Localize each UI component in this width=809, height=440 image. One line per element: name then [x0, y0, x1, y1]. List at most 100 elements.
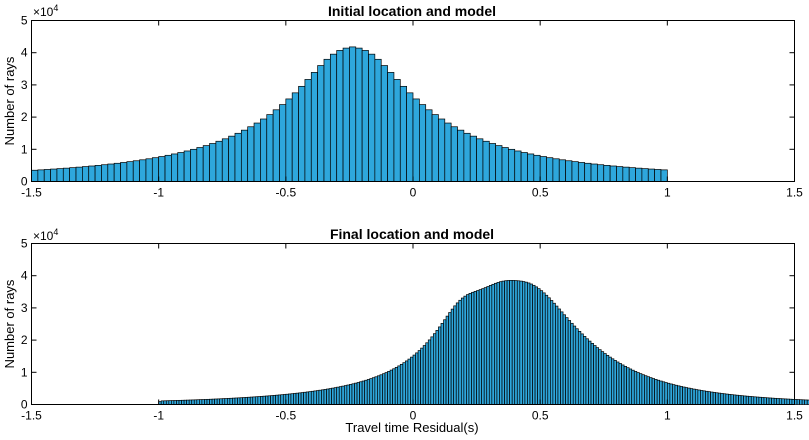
histogram-bar: [359, 381, 363, 405]
histogram-bar: [387, 72, 395, 182]
histogram-bar: [338, 386, 343, 405]
histogram-bar: [216, 398, 221, 405]
histogram-bar: [773, 397, 778, 405]
histogram-bar: [310, 390, 315, 405]
histogram-bar: [506, 280, 510, 405]
histogram-bar: [453, 305, 457, 405]
histogram-bar: [377, 375, 381, 405]
histogram-bar: [257, 396, 261, 405]
histogram-bar: [712, 392, 716, 405]
histogram-bar: [431, 114, 439, 182]
y-tick-label: 2: [21, 110, 28, 124]
histogram-bar: [229, 397, 233, 405]
histogram-bar: [410, 356, 414, 405]
histogram-bar: [303, 391, 307, 405]
histogram-bar: [419, 104, 427, 182]
histogram-bar: [427, 339, 432, 405]
histogram-bar: [425, 342, 429, 405]
histogram-bar: [633, 371, 638, 405]
histogram-bar: [491, 283, 495, 405]
histogram-bar: [328, 388, 332, 405]
histogram-bar: [305, 391, 310, 405]
histogram-bar: [336, 50, 344, 182]
histogram-bar: [193, 399, 198, 405]
histogram-bar: [781, 398, 785, 405]
histogram-bar: [397, 365, 401, 405]
histogram-bar: [37, 169, 45, 182]
histogram-bar: [62, 167, 71, 182]
histogram-bar: [412, 354, 416, 405]
x-tick-label: 0.5: [532, 186, 549, 200]
histogram-bar: [329, 53, 338, 182]
histogram-bar: [374, 58, 382, 182]
histogram-bar: [722, 393, 727, 405]
histogram-bar: [341, 385, 345, 405]
histogram-bar: [778, 398, 783, 405]
histogram-bar: [496, 282, 500, 405]
histogram-bar: [190, 148, 198, 182]
histogram-bar: [631, 369, 635, 405]
y-tick-label: 5: [21, 14, 28, 28]
histogram-bar: [669, 383, 673, 405]
x-tick-label: 1: [664, 186, 671, 200]
histogram-bar: [588, 340, 592, 405]
histogram-bar: [728, 394, 732, 405]
y-tick-label: 0: [21, 398, 28, 412]
histogram-bar: [260, 396, 264, 405]
histogram-bar: [628, 167, 636, 182]
histogram-bar: [585, 338, 589, 405]
histogram-bar: [558, 159, 566, 182]
y-axis-label: Number of rays: [2, 279, 17, 368]
histogram-bar: [616, 361, 620, 405]
histogram-bar: [266, 114, 274, 182]
histogram-bar: [565, 317, 569, 405]
histogram-bar: [422, 345, 427, 405]
histogram-bar: [430, 336, 434, 405]
histogram-bar: [628, 368, 633, 405]
histogram-bar: [443, 319, 447, 405]
histogram-bar: [75, 166, 83, 182]
histogram-bar: [406, 92, 414, 182]
bar-series: [31, 46, 668, 182]
histogram-bar: [608, 356, 612, 405]
histogram-bar: [393, 79, 401, 182]
histogram-bar: [293, 393, 297, 405]
histogram-bar: [565, 160, 573, 182]
histogram-bar: [705, 390, 709, 405]
histogram-bar: [247, 126, 255, 182]
y-tick-label: 2: [21, 333, 28, 347]
histogram-bar: [317, 65, 325, 182]
histogram-bar: [740, 395, 744, 405]
histogram-bar: [635, 167, 643, 182]
histogram-bar: [349, 46, 357, 182]
histogram-bar: [438, 326, 442, 405]
histogram-bar: [204, 399, 208, 405]
histogram-bar: [730, 394, 734, 405]
histogram-bar: [399, 85, 407, 182]
histogram-bar: [181, 399, 185, 405]
histogram-bar: [488, 143, 497, 182]
histogram-bar: [420, 347, 424, 405]
histogram-bar: [253, 122, 261, 182]
histogram-bar: [755, 396, 760, 405]
histogram-bar: [265, 395, 269, 405]
histogram-bar: [659, 380, 663, 405]
histogram-bar: [590, 343, 594, 405]
histogram-bar: [164, 154, 172, 182]
histogram-bar: [232, 397, 236, 405]
histogram-bar: [267, 395, 271, 405]
histogram-bar: [494, 282, 498, 405]
histogram-bar: [69, 167, 77, 182]
histogram-bar: [402, 362, 406, 405]
x-tick-label: 0: [410, 409, 417, 423]
histogram-bar: [336, 386, 340, 405]
histogram-bar: [188, 399, 193, 405]
histogram-bar: [221, 138, 229, 182]
x-tick-label: 0.5: [532, 409, 549, 423]
x-tick-label: 1: [664, 409, 671, 423]
histogram-bar: [647, 168, 655, 182]
histogram-bar: [687, 387, 691, 405]
histogram-bar: [499, 281, 503, 405]
histogram-bar: [240, 129, 249, 182]
